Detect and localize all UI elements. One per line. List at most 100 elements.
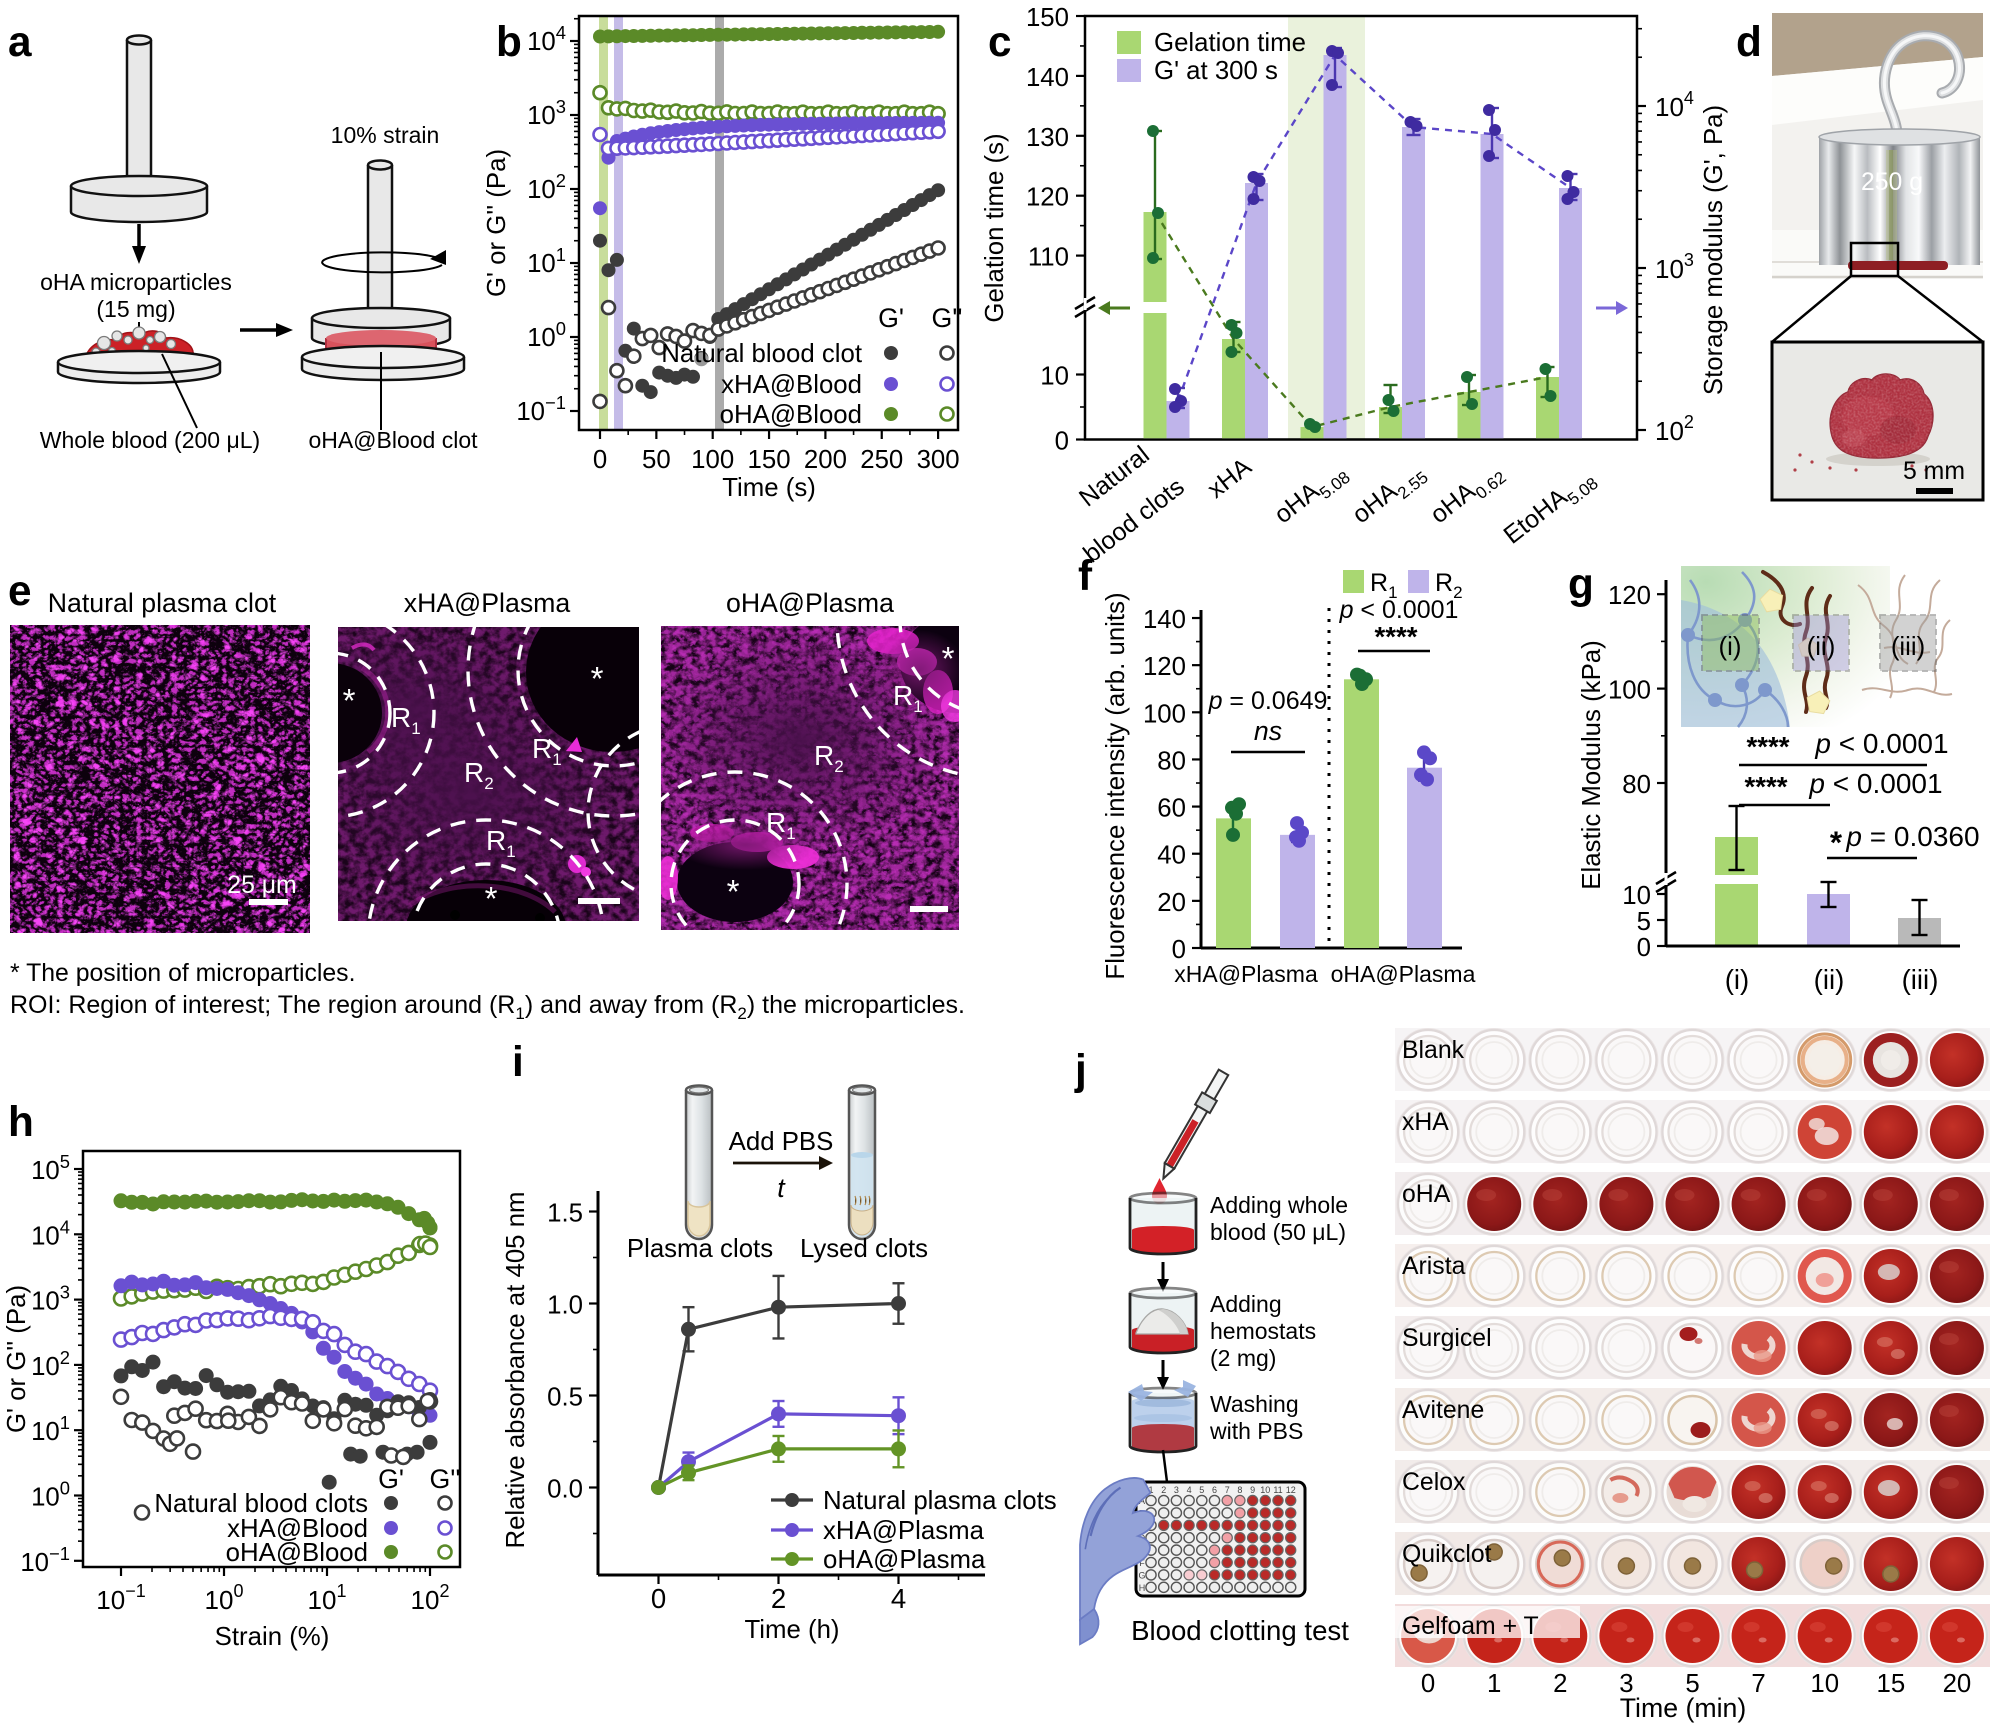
svg-text:5 mm: 5 mm [1903,458,1965,485]
svg-text:t: t [777,1173,786,1203]
svg-text:Adding whole: Adding whole [1210,1192,1348,1218]
svg-text:10: 10 [1810,1670,1839,1698]
svg-text:(iii): (iii) [1891,633,1925,661]
svg-text:Surgicel: Surgicel [1402,1325,1492,1352]
svg-text:10−1: 10−1 [516,392,566,426]
svg-text:Add PBS: Add PBS [729,1128,834,1156]
svg-text:xHA@Plasma: xHA@Plasma [404,588,571,618]
svg-text:10−1: 10−1 [96,1581,145,1615]
svg-text:0: 0 [593,446,607,474]
svg-text:f: f [1078,552,1093,599]
svg-text:2: 2 [1161,1485,1166,1495]
svg-text:*: * [1830,825,1843,860]
svg-text:hemostats: hemostats [1210,1318,1316,1344]
svg-text:c: c [988,18,1012,65]
svg-text:g: g [1568,560,1594,607]
svg-text:G' or G'' (Pa): G' or G'' (Pa) [483,149,511,297]
svg-text:****: **** [1375,621,1418,652]
svg-text:Elastic Modulus (kPa): Elastic Modulus (kPa) [1578,640,1606,889]
svg-text:1.5: 1.5 [547,1200,583,1228]
svg-text:Time (h): Time (h) [744,1616,839,1644]
svg-text:G': G' [378,1464,404,1494]
svg-text:20: 20 [1943,1670,1972,1698]
svg-text:0: 0 [1172,936,1186,964]
svg-text:1.0: 1.0 [547,1292,583,1320]
svg-text:150: 150 [1026,4,1069,32]
svg-text:G'': G'' [932,303,963,333]
svg-text:102: 102 [411,1581,450,1615]
svg-text:50: 50 [642,446,671,474]
svg-text:Natural blood clot: Natural blood clot [661,340,862,368]
svg-text:Blood clotting test: Blood clotting test [1131,1615,1349,1646]
svg-text:Gelation time (s): Gelation time (s) [981,133,1009,322]
svg-text:80: 80 [1157,747,1186,775]
svg-text:Celox: Celox [1402,1469,1466,1496]
svg-text:Whole blood (200 μL): Whole blood (200 μL) [40,427,260,453]
svg-text:Lysed clots: Lysed clots [800,1235,928,1263]
svg-text:20: 20 [1157,889,1186,917]
svg-text:140: 140 [1143,606,1186,634]
svg-text:Natural plasma clots: Natural plasma clots [823,1487,1057,1515]
svg-text:p = 0.0360: p = 0.0360 [1845,821,1979,852]
svg-text:* The position of microparticl: * The position of microparticles. [10,960,355,987]
svg-text:(2 mg): (2 mg) [1210,1345,1276,1371]
svg-text:ROI: Region of interest; The r: ROI: Region of interest; The region arou… [10,991,965,1023]
svg-text:11: 11 [1273,1485,1282,1495]
svg-text:8: 8 [1237,1485,1242,1495]
svg-text:R1: R1 [486,825,516,861]
svg-text:Quikclot: Quikclot [1402,1541,1492,1568]
svg-text:300: 300 [917,446,960,474]
svg-text:101: 101 [308,1581,347,1615]
svg-text:p = 0.0649: p = 0.0649 [1208,687,1328,715]
svg-text:*: * [343,683,356,720]
svg-text:j: j [1074,1046,1087,1093]
svg-text:120: 120 [1026,184,1069,212]
svg-text:80: 80 [1622,771,1651,799]
svg-text:9: 9 [1250,1485,1255,1495]
svg-text:*: * [727,874,740,911]
svg-text:25 μm: 25 μm [227,872,296,899]
svg-text:oHA@Blood: oHA@Blood [226,1539,368,1567]
svg-text:Avitene: Avitene [1402,1397,1484,1424]
svg-text:60: 60 [1157,795,1186,823]
svg-text:Washing: Washing [1210,1391,1299,1417]
svg-text:(i): (i) [1725,964,1750,995]
svg-text:100: 100 [1608,677,1651,705]
svg-text:Time (min): Time (min) [1620,1693,1747,1723]
svg-text:250 g: 250 g [1861,169,1923,196]
svg-text:Plasma clots: Plasma clots [627,1235,773,1263]
svg-text:Gelfoam + T: Gelfoam + T [1402,1613,1539,1640]
svg-text:0: 0 [1421,1670,1435,1698]
svg-text:0: 0 [1637,934,1651,962]
svg-text:xHA@Blood: xHA@Blood [227,1515,368,1543]
svg-text:5: 5 [1685,1670,1699,1698]
svg-text:H: H [1139,1583,1146,1593]
svg-text:G': G' [878,303,904,333]
svg-text:100: 100 [691,446,734,474]
svg-text:G: G [1138,1570,1145,1580]
svg-text:100: 100 [205,1581,244,1615]
svg-text:Relative absorbance at 405 nm: Relative absorbance at 405 nm [502,1191,530,1548]
svg-text:xHA@Plasma: xHA@Plasma [1174,961,1318,987]
svg-text:100: 100 [1143,700,1186,728]
svg-text:6: 6 [1212,1485,1217,1495]
svg-text:p < 0.0001: p < 0.0001 [1814,728,1948,759]
svg-text:oHA@Blood clot: oHA@Blood clot [308,427,478,453]
svg-text:3: 3 [1619,1670,1633,1698]
svg-text:i: i [512,1038,524,1085]
svg-text:(15 mg): (15 mg) [96,296,175,322]
svg-text:Blank: Blank [1402,1037,1465,1064]
svg-text:*: * [485,881,498,918]
svg-text:Fluorescence intensity (arb. u: Fluorescence intensity (arb. units) [1102,592,1130,979]
svg-text:0: 0 [651,1583,666,1614]
svg-text:****: **** [1747,731,1790,762]
svg-text:130: 130 [1026,124,1069,152]
svg-text:0.0: 0.0 [547,1476,583,1504]
svg-text:h: h [8,1098,34,1145]
svg-text:10: 10 [1622,882,1651,910]
svg-text:5: 5 [1637,908,1651,936]
svg-text:110: 110 [1028,244,1069,272]
svg-text:xHA@Blood: xHA@Blood [721,371,862,399]
svg-text:0: 0 [1055,428,1069,456]
svg-text:*: * [591,661,604,698]
